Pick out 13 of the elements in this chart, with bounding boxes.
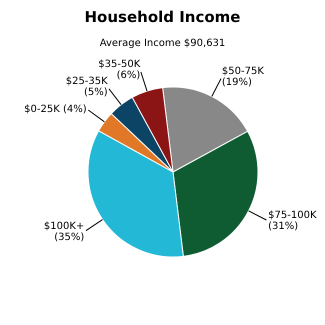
slice-label: $100K+: [44, 220, 84, 232]
slice-label: $75-100K: [268, 210, 317, 221]
data-label: (31%): [268, 220, 298, 232]
data-label: (5%): [84, 87, 108, 98]
data-label: (6%): [116, 70, 140, 82]
slice-label: $25-35K: [66, 76, 108, 88]
data-label: (19%): [222, 76, 252, 88]
chart-title: Household Income: [84, 8, 242, 26]
chart-subtitle: Average Income $90,631: [98, 38, 226, 49]
slice-label: $50-75K: [222, 66, 264, 77]
data-label: (35%): [54, 232, 84, 243]
slice-label: $0-25K (4%): [24, 104, 87, 115]
slice-label: $35-50K: [98, 59, 141, 70]
